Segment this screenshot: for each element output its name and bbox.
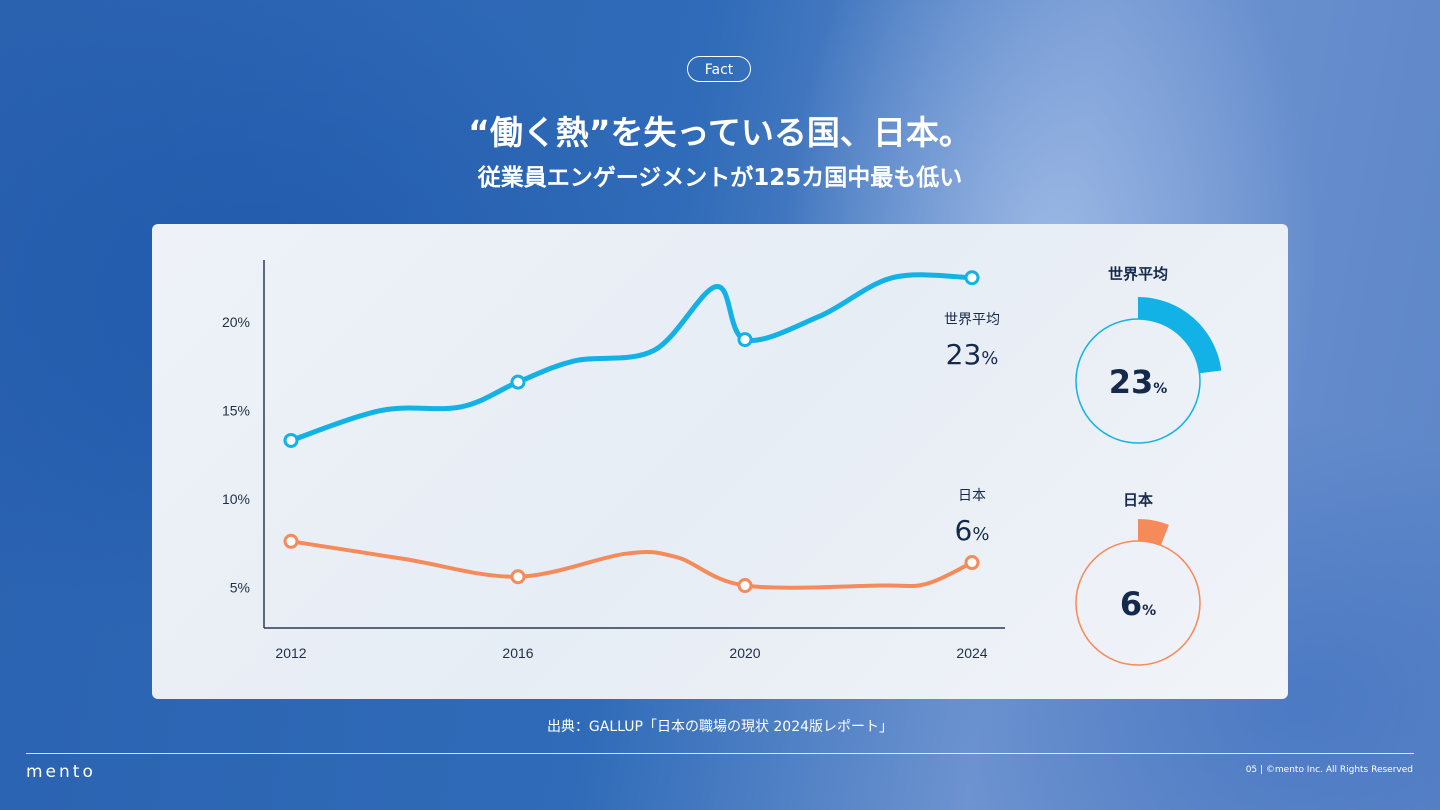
y-tick-label: 10% <box>222 491 250 507</box>
data-point <box>964 555 980 571</box>
gauge-label: 世界平均 <box>1108 265 1168 283</box>
x-tick-label: 2012 <box>275 645 306 661</box>
gauge-value: 6% <box>1120 585 1156 623</box>
source-note: 出典：GALLUP「日本の職場の現状 2024版レポート」 <box>546 719 894 735</box>
copyright-text: ©mento Inc. All Rights Reserved <box>1265 765 1413 775</box>
gauge-value: 23% <box>1109 363 1168 401</box>
x-tick-label: 2024 <box>956 645 987 661</box>
series-label: 世界平均 <box>944 312 1000 328</box>
footer-divider <box>26 753 1414 754</box>
y-tick-label: 15% <box>222 402 250 418</box>
data-point <box>510 374 526 390</box>
gauge-japan: 日本 6% <box>1075 491 1201 666</box>
gauge-world: 世界平均 23% <box>1075 265 1222 444</box>
chart-card <box>152 224 1288 699</box>
series-value: 6% <box>955 514 990 547</box>
series-line <box>288 272 975 443</box>
data-point <box>964 270 980 286</box>
x-tick-label: 2020 <box>729 645 760 661</box>
data-point <box>737 578 753 594</box>
y-tick-label: 20% <box>222 314 250 330</box>
gauge-arc <box>1138 519 1169 546</box>
gauge-arc <box>1138 297 1222 374</box>
mento-logo: mento <box>26 762 96 782</box>
series-japan: 日本 6% <box>283 488 990 594</box>
data-point <box>283 533 299 549</box>
data-point <box>737 332 753 348</box>
slide-title: “働く熱”を失っている国、日本。 <box>468 113 972 152</box>
gauges: 世界平均 23% 日本 6% <box>1075 265 1222 666</box>
gauge-label: 日本 <box>1123 491 1153 509</box>
series-world: 世界平均 23% <box>283 270 1000 448</box>
series-label: 日本 <box>958 488 986 504</box>
x-tick-label: 2016 <box>502 645 533 661</box>
y-tick-label: 5% <box>230 579 250 595</box>
data-point <box>510 569 526 585</box>
data-point <box>283 432 299 448</box>
series-lines: 世界平均 23% 日本 6% <box>283 270 1000 594</box>
series-line <box>289 539 974 590</box>
footer-copyright: 05 | ©mento Inc. All Rights Reserved <box>1245 765 1413 775</box>
page-number: 05 <box>1245 765 1258 775</box>
axes: 2012 2016 2020 2024 5% 10% 15% 20% <box>222 260 1005 661</box>
fact-badge: Fact <box>687 56 751 82</box>
slide-subtitle: 従業員エンゲージメントが125カ国中最も低い <box>477 165 963 191</box>
series-value: 23% <box>946 338 999 371</box>
